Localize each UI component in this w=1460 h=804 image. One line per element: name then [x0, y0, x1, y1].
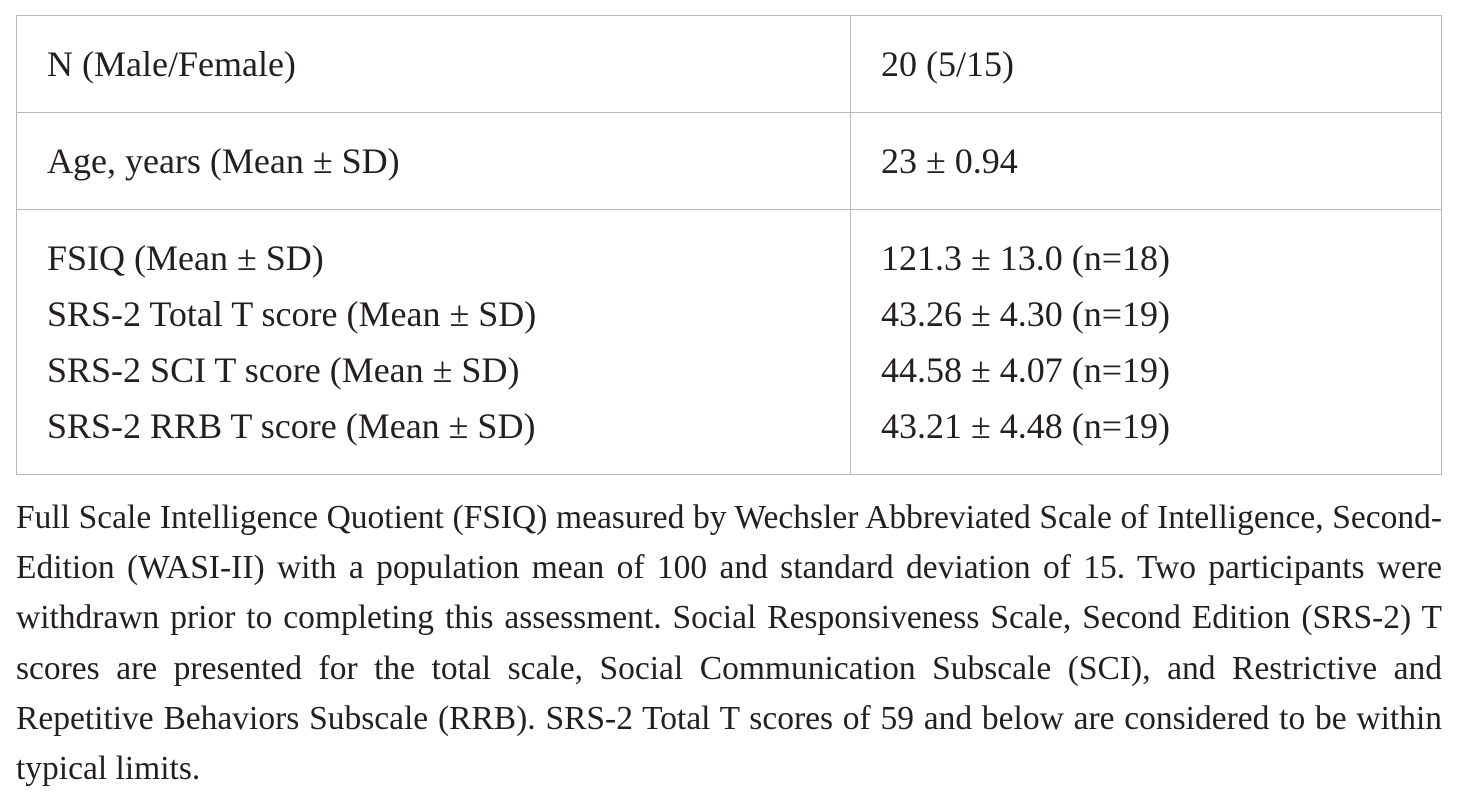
table-row: Age, years (Mean ± SD) 23 ± 0.94: [16, 112, 1442, 210]
demographics-table: N (Male/Female) 20 (5/15) Age, years (Me…: [16, 15, 1442, 475]
table-row: FSIQ (Mean ± SD) SRS-2 Total T score (Me…: [16, 209, 1442, 475]
row-value-srs2-total: 43.26 ± 4.30 (n=19): [881, 294, 1171, 334]
row-value: 23 ± 0.94: [881, 141, 1018, 181]
demographics-table-container: N (Male/Female) 20 (5/15) Age, years (Me…: [16, 15, 1442, 475]
row-label-fsiq: FSIQ (Mean ± SD): [47, 238, 324, 278]
row-label-srs2-sci: SRS-2 SCI T score (Mean ± SD): [47, 350, 520, 390]
row-value-cell: 20 (5/15): [850, 15, 1442, 113]
table-footnote: Full Scale Intelligence Quotient (FSIQ) …: [16, 499, 1442, 788]
table-row: N (Male/Female) 20 (5/15): [16, 15, 1442, 113]
row-value-fsiq: 121.3 ± 13.0 (n=18): [881, 238, 1171, 278]
row-label-cell: N (Male/Female): [16, 15, 851, 113]
row-value-srs2-sci: 44.58 ± 4.07 (n=19): [881, 350, 1171, 390]
row-label: N (Male/Female): [47, 44, 296, 84]
row-label: Age, years (Mean ± SD): [47, 141, 400, 181]
row-value-cell: 23 ± 0.94: [850, 112, 1442, 210]
row-label-srs2-rrb: SRS-2 RRB T score (Mean ± SD): [47, 406, 536, 446]
row-label-srs2-total: SRS-2 Total T score (Mean ± SD): [47, 294, 537, 334]
row-value-cell: 121.3 ± 13.0 (n=18) 43.26 ± 4.30 (n=19) …: [850, 209, 1442, 475]
row-label-cell: FSIQ (Mean ± SD) SRS-2 Total T score (Me…: [16, 209, 851, 475]
row-value-srs2-rrb: 43.21 ± 4.48 (n=19): [881, 406, 1171, 446]
row-label-cell: Age, years (Mean ± SD): [16, 112, 851, 210]
row-value: 20 (5/15): [881, 44, 1014, 84]
